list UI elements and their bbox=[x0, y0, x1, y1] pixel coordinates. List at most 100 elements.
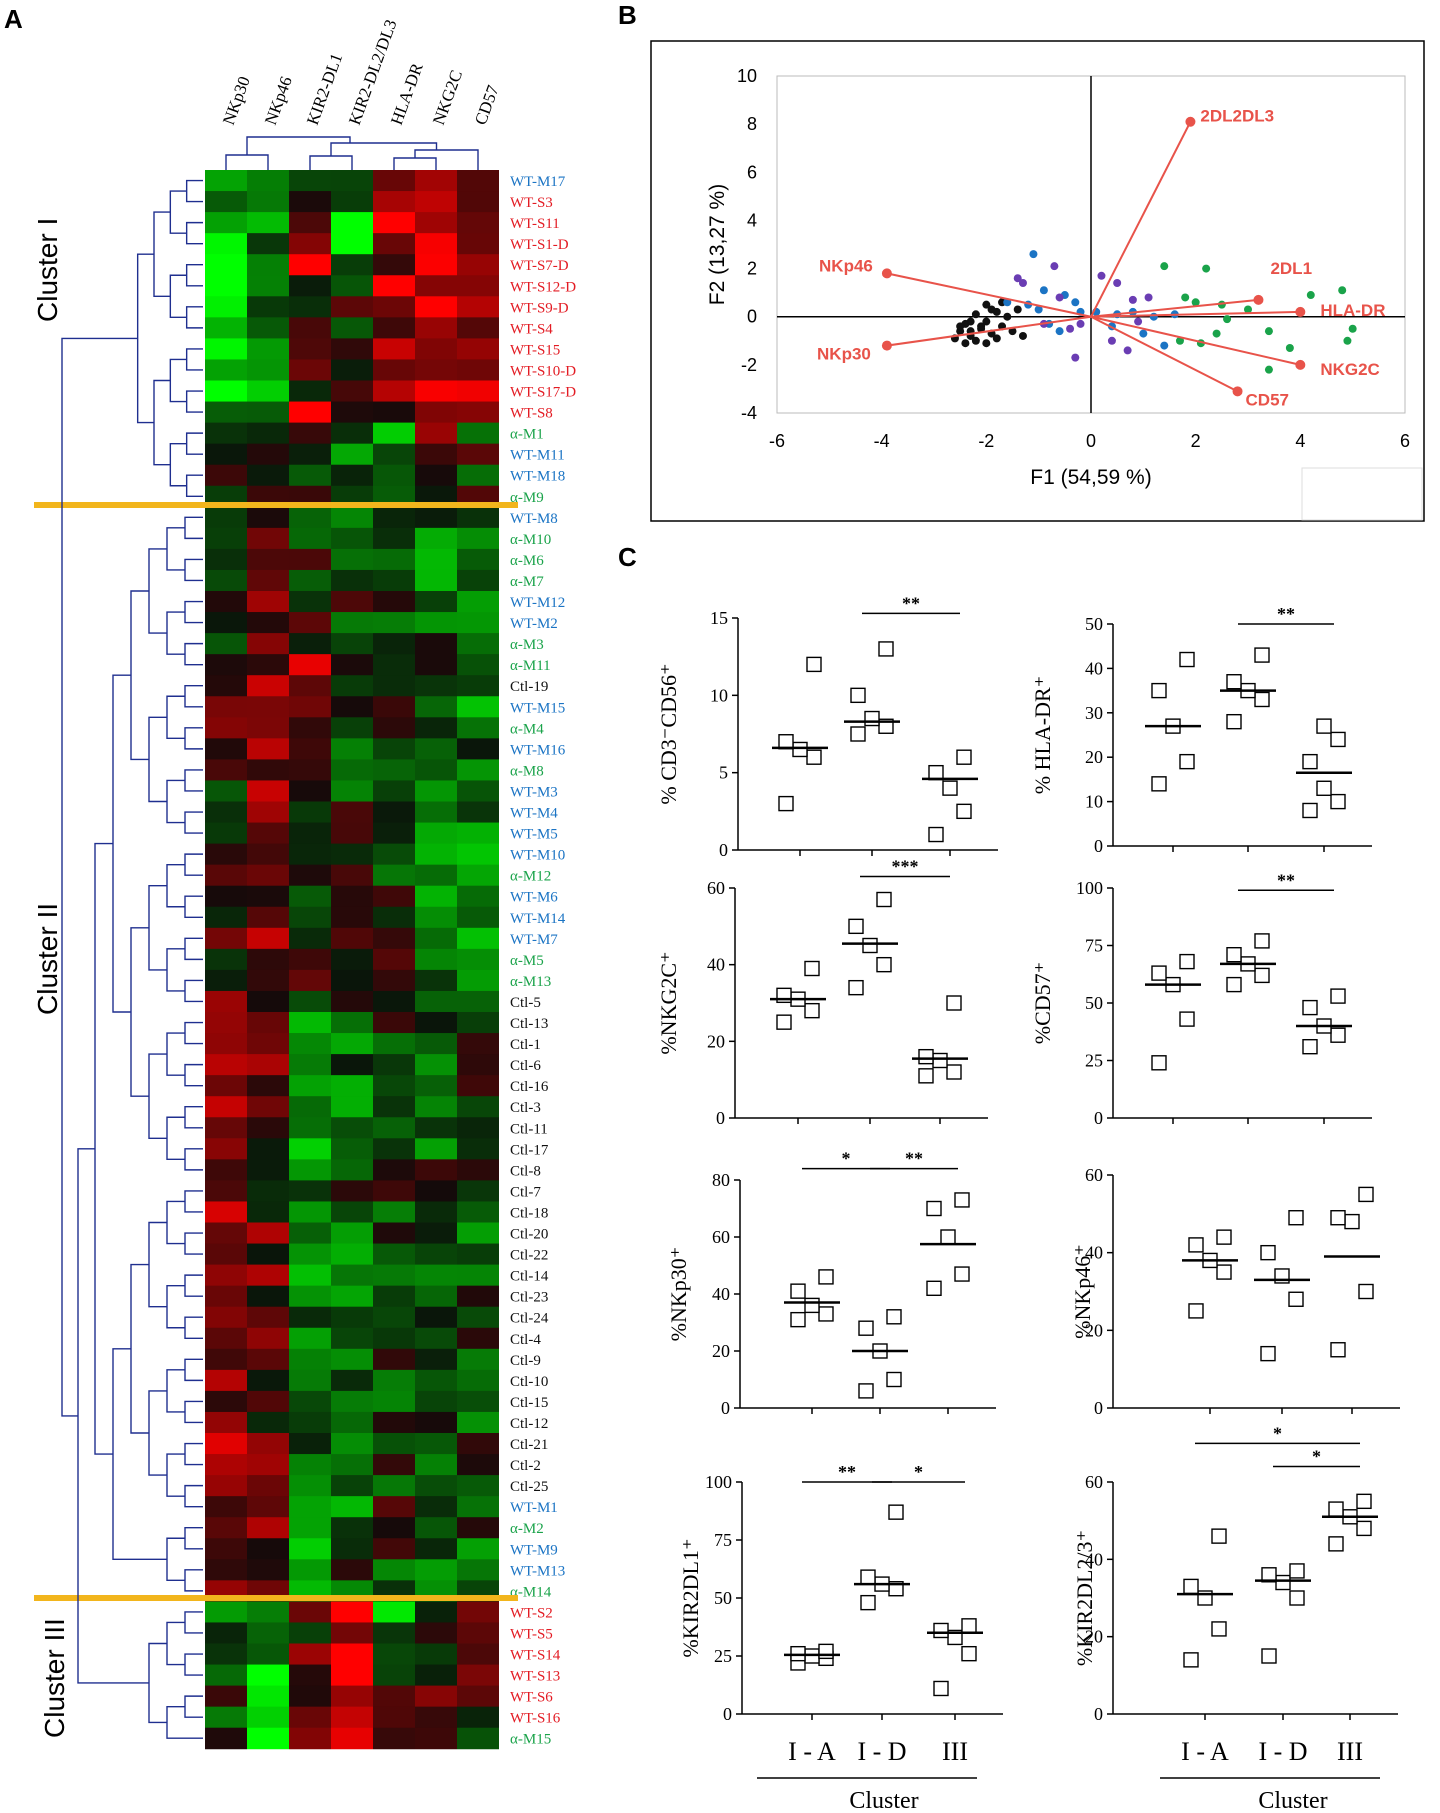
dot-plot-point bbox=[1302, 753, 1318, 770]
dot-plot-point bbox=[1330, 1027, 1346, 1043]
heatmap-cell bbox=[373, 1622, 415, 1644]
heatmap-cell bbox=[373, 569, 415, 592]
heatmap-cell bbox=[205, 338, 247, 360]
heatmap-cell bbox=[247, 822, 289, 845]
dot-plot-y-tick: 20 bbox=[1085, 1627, 1103, 1647]
dot-plot-point bbox=[1302, 802, 1318, 819]
dendrogram-branch bbox=[136, 253, 154, 424]
dot-plot-point bbox=[792, 741, 808, 758]
dot-plot-point bbox=[933, 1622, 949, 1639]
heatmap-cell bbox=[415, 464, 457, 487]
dot-plot-y-tick: 0 bbox=[1094, 1108, 1103, 1128]
heatmap-cell bbox=[205, 401, 247, 424]
heatmap-cell bbox=[289, 1369, 331, 1392]
heatmap-cell bbox=[205, 1559, 247, 1581]
pca-point bbox=[1123, 346, 1132, 355]
dot-plot-y-tick: 0 bbox=[716, 1108, 725, 1128]
heatmap-cell bbox=[247, 317, 289, 339]
heatmap-cell bbox=[247, 1664, 289, 1687]
heatmap-cell bbox=[289, 1664, 331, 1687]
heatmap-cell bbox=[415, 191, 457, 213]
dendrogram-branch bbox=[184, 558, 203, 582]
dendrogram-branch bbox=[112, 1348, 167, 1560]
heatmap-cell bbox=[415, 506, 457, 529]
dendrogram-branch bbox=[153, 379, 171, 466]
heatmap-cell bbox=[289, 675, 331, 697]
pca-point bbox=[1055, 327, 1064, 336]
heatmap-cell bbox=[289, 170, 331, 192]
heatmap-cell bbox=[289, 759, 331, 781]
heatmap-cell bbox=[247, 1706, 289, 1729]
dendrogram-branch bbox=[184, 727, 203, 750]
heatmap-cell bbox=[373, 822, 415, 845]
heatmap-cell bbox=[289, 380, 331, 403]
dendrogram-branch bbox=[166, 1032, 185, 1076]
heatmap-cell bbox=[247, 212, 289, 234]
dot-plot-y-tick: 100 bbox=[1076, 878, 1103, 898]
dot-plot-point bbox=[778, 734, 794, 750]
heatmap-cell bbox=[289, 1454, 331, 1476]
heatmap-cell bbox=[457, 1706, 499, 1729]
heatmap-cell bbox=[415, 927, 457, 950]
heatmap-cell bbox=[289, 1433, 331, 1455]
heatmap-cell bbox=[373, 1033, 415, 1055]
heatmap-cell bbox=[373, 191, 415, 213]
pca-point bbox=[1338, 286, 1347, 295]
heatmap-cell bbox=[205, 1622, 247, 1644]
dot-plot-y-tick: 50 bbox=[714, 1588, 732, 1608]
pca-point bbox=[1018, 279, 1027, 288]
dot-plot-y-tick: 0 bbox=[1094, 1704, 1103, 1724]
heatmap-cell bbox=[373, 1601, 415, 1623]
heatmap-cell bbox=[205, 1243, 247, 1266]
dot-plot: 0 20 40 60 %NKG2C⁺ *** bbox=[656, 857, 988, 1128]
heatmap-cell bbox=[289, 1327, 331, 1350]
heatmap-cell bbox=[457, 969, 499, 992]
heatmap-cell bbox=[457, 885, 499, 908]
dot-plot-point bbox=[1254, 933, 1270, 949]
heatmap-cell bbox=[247, 1727, 289, 1750]
heatmap-cell bbox=[247, 401, 289, 424]
heatmap-cell bbox=[331, 1012, 373, 1034]
heatmap-cell bbox=[457, 843, 499, 866]
heatmap-cell bbox=[247, 1369, 289, 1392]
panel-label-a: A bbox=[4, 4, 23, 34]
heatmap-cell bbox=[247, 506, 289, 529]
heatmap-cell bbox=[415, 885, 457, 908]
dot-plot-point bbox=[1356, 1493, 1372, 1510]
heatmap-cell bbox=[331, 1496, 373, 1518]
heatmap-row-label: WT-S9-D bbox=[510, 300, 569, 316]
dot-plot-point bbox=[1151, 682, 1167, 699]
heatmap-cell bbox=[331, 1327, 373, 1350]
pca-point bbox=[982, 339, 991, 348]
heatmap-row-label: WT-S13 bbox=[510, 1669, 560, 1685]
heatmap-cell bbox=[205, 1054, 247, 1076]
heatmap-cell bbox=[247, 759, 289, 781]
heatmap-cell bbox=[205, 548, 247, 571]
significance-label: ** bbox=[905, 1149, 923, 1169]
heatmap-row-label: Ctl-1 bbox=[510, 1037, 541, 1053]
dendrogram-branch bbox=[184, 1274, 203, 1297]
heatmap-row-label: WT-M4 bbox=[510, 806, 558, 822]
dot-plot-point bbox=[804, 1297, 820, 1314]
heatmap-cell bbox=[415, 1706, 457, 1729]
heatmap-cell bbox=[247, 612, 289, 634]
dot-plot-y-tick: 40 bbox=[1085, 658, 1103, 678]
heatmap-cell bbox=[289, 717, 331, 739]
dendrogram-branch bbox=[184, 1232, 203, 1255]
heatmap-cell bbox=[457, 1117, 499, 1139]
dot-plot-y-tick: 0 bbox=[1094, 1398, 1103, 1418]
pca-loading-endpoint bbox=[1232, 386, 1243, 397]
heatmap-row-label: Ctl-15 bbox=[510, 1395, 548, 1411]
heatmap-cell bbox=[247, 1517, 289, 1539]
heatmap-cell bbox=[247, 1348, 289, 1371]
dot-plot-y-tick: 0 bbox=[719, 840, 728, 860]
dot-plot-point bbox=[1151, 965, 1167, 981]
pca-point bbox=[1175, 336, 1184, 345]
pca-point bbox=[1223, 315, 1232, 324]
pca-loading-endpoint bbox=[1295, 306, 1306, 317]
dendrogram-branch bbox=[166, 863, 185, 908]
pca-point bbox=[1066, 324, 1075, 333]
heatmap-cell bbox=[331, 1159, 373, 1181]
heatmap-row-label: Ctl-25 bbox=[510, 1479, 548, 1495]
dendrogram-branch bbox=[148, 548, 167, 634]
